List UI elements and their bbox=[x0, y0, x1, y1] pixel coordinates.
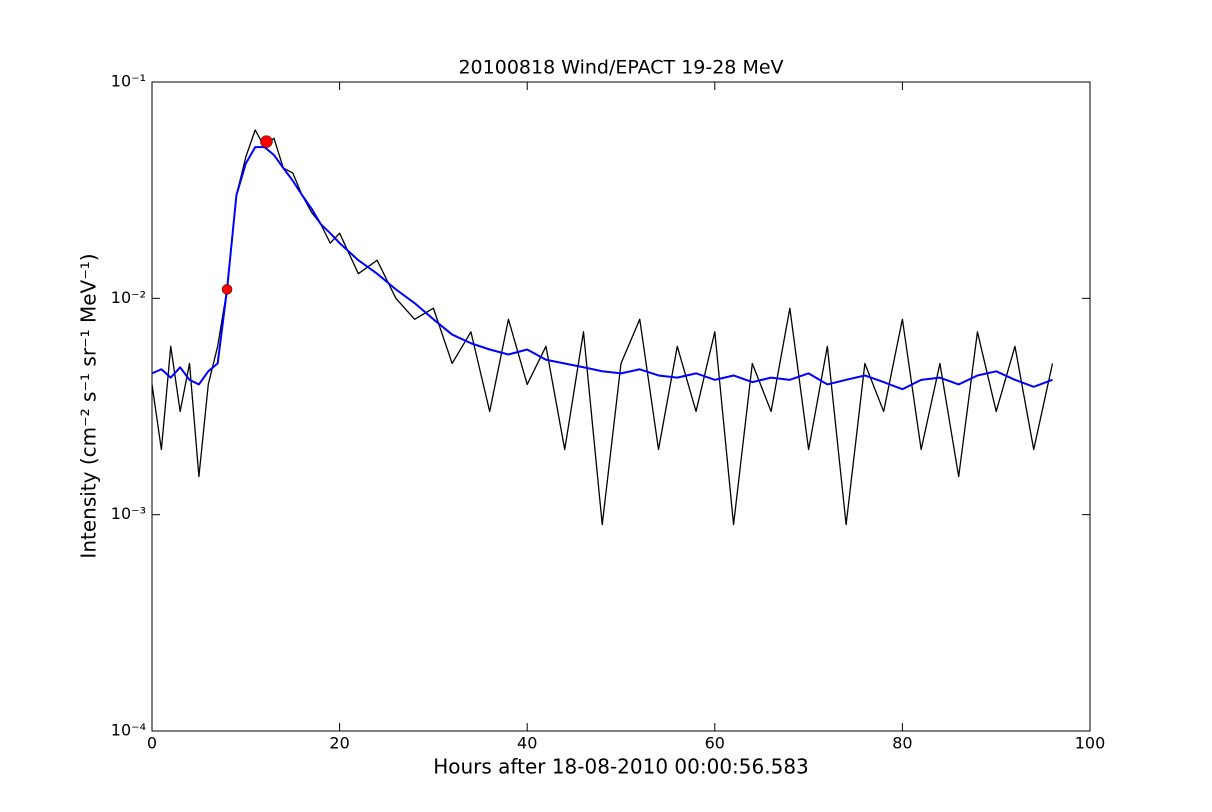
y-tick-label: 10⁻² bbox=[111, 288, 146, 307]
y-tick-label: 10⁻¹ bbox=[111, 72, 146, 91]
chart-title: 20100818 Wind/EPACT 19-28 MeV bbox=[458, 57, 783, 79]
x-tick-label: 60 bbox=[705, 734, 725, 753]
marker-point bbox=[221, 284, 233, 295]
y-tick-label: 10⁻³ bbox=[111, 504, 146, 523]
data-line bbox=[151, 129, 1054, 526]
x-tick-label: 0 bbox=[147, 734, 157, 753]
x-tick-label: 20 bbox=[329, 734, 349, 753]
y-tick-label: 10⁻⁴ bbox=[111, 721, 146, 740]
y-axis-label: Intensity (cm⁻² s⁻¹ sr⁻¹ MeV⁻¹) bbox=[77, 253, 101, 558]
x-tick-label: 100 bbox=[1075, 734, 1106, 753]
marker-point bbox=[260, 135, 273, 148]
data-line bbox=[151, 146, 1053, 391]
x-axis-label: Hours after 18-08-2010 00:00:56.583 bbox=[433, 755, 809, 779]
x-tick-label: 80 bbox=[892, 734, 912, 753]
x-tick-label: 40 bbox=[517, 734, 537, 753]
plot-frame bbox=[151, 81, 1091, 732]
